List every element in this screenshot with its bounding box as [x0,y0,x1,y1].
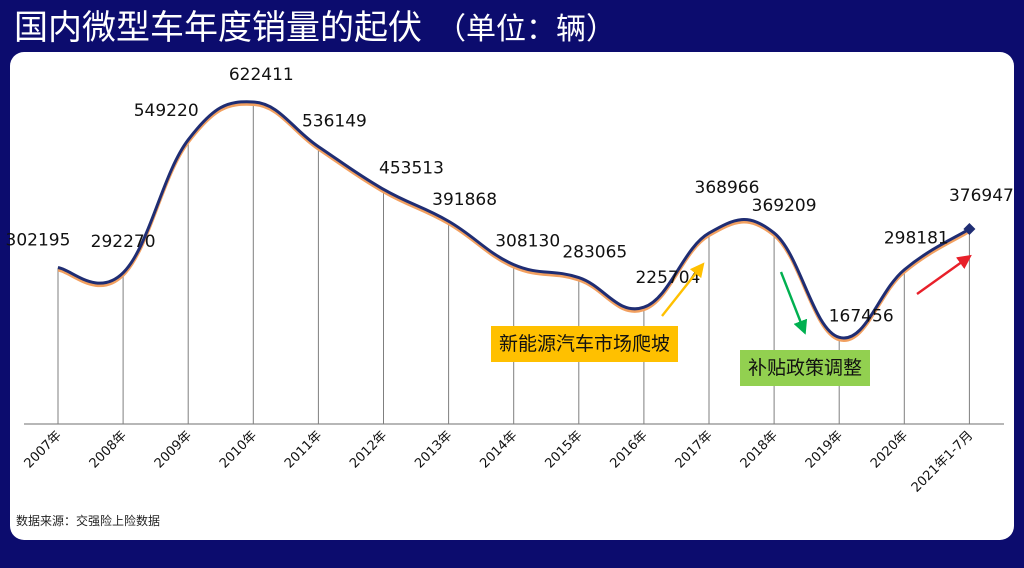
data-label: 536149 [302,112,367,132]
arrow-up-orange [661,262,705,317]
x-tick-label: 2009年 [152,428,195,471]
annotation-subsidy-adjust: 补贴政策调整 [740,350,871,386]
x-tick-label: 2013年 [412,428,455,471]
data-label: 369209 [752,196,817,216]
data-label: 368966 [695,178,760,198]
x-tick-label: 2014年 [477,428,520,471]
chart-unit: （单位：辆） [436,12,616,47]
data-source: 数据来源：交强险上险数据 [16,514,161,528]
data-label: 283065 [562,243,627,263]
x-tick-label: 2015年 [542,428,585,471]
x-tick-label: 2018年 [738,428,781,471]
x-tick-label: 2019年 [803,428,846,471]
data-label: 298181 [884,229,949,249]
arrow-down-green [779,271,808,335]
annotation-nev-ramp: 新能源汽车市场爬坡 [491,326,679,362]
data-label: 308130 [495,232,560,252]
data-label: 292270 [91,232,156,252]
x-tick-label: 2012年 [347,428,390,471]
series-line [57,100,971,340]
chart-title-text: 国内微型车年度销量的起伏 [14,8,422,48]
x-tick-label: 2017年 [673,428,716,471]
arrow-up-red [916,254,972,295]
data-label: 302195 [6,231,71,251]
x-tick-label: 2021年1-7月 [909,428,976,495]
data-label: 391868 [432,190,497,210]
x-tick-label: 2011年 [282,428,325,471]
x-tick-label: 2007年 [22,428,65,471]
chart-title: 国内微型车年度销量的起伏 （单位：辆） [14,6,616,52]
x-tick-label: 2008年 [87,428,130,471]
data-label: 549220 [134,101,199,121]
x-tick-label: 2020年 [868,428,911,471]
last-point-marker [963,222,976,235]
data-label: 622411 [229,65,294,85]
data-label: 167456 [829,306,894,326]
chart-panel [10,52,1014,540]
data-label: 453513 [379,158,444,178]
data-label: 376947 [949,186,1014,206]
data-label: 225704 [635,268,700,288]
x-tick-label: 2016年 [608,428,651,471]
x-tick-label: 2010年 [217,428,260,471]
